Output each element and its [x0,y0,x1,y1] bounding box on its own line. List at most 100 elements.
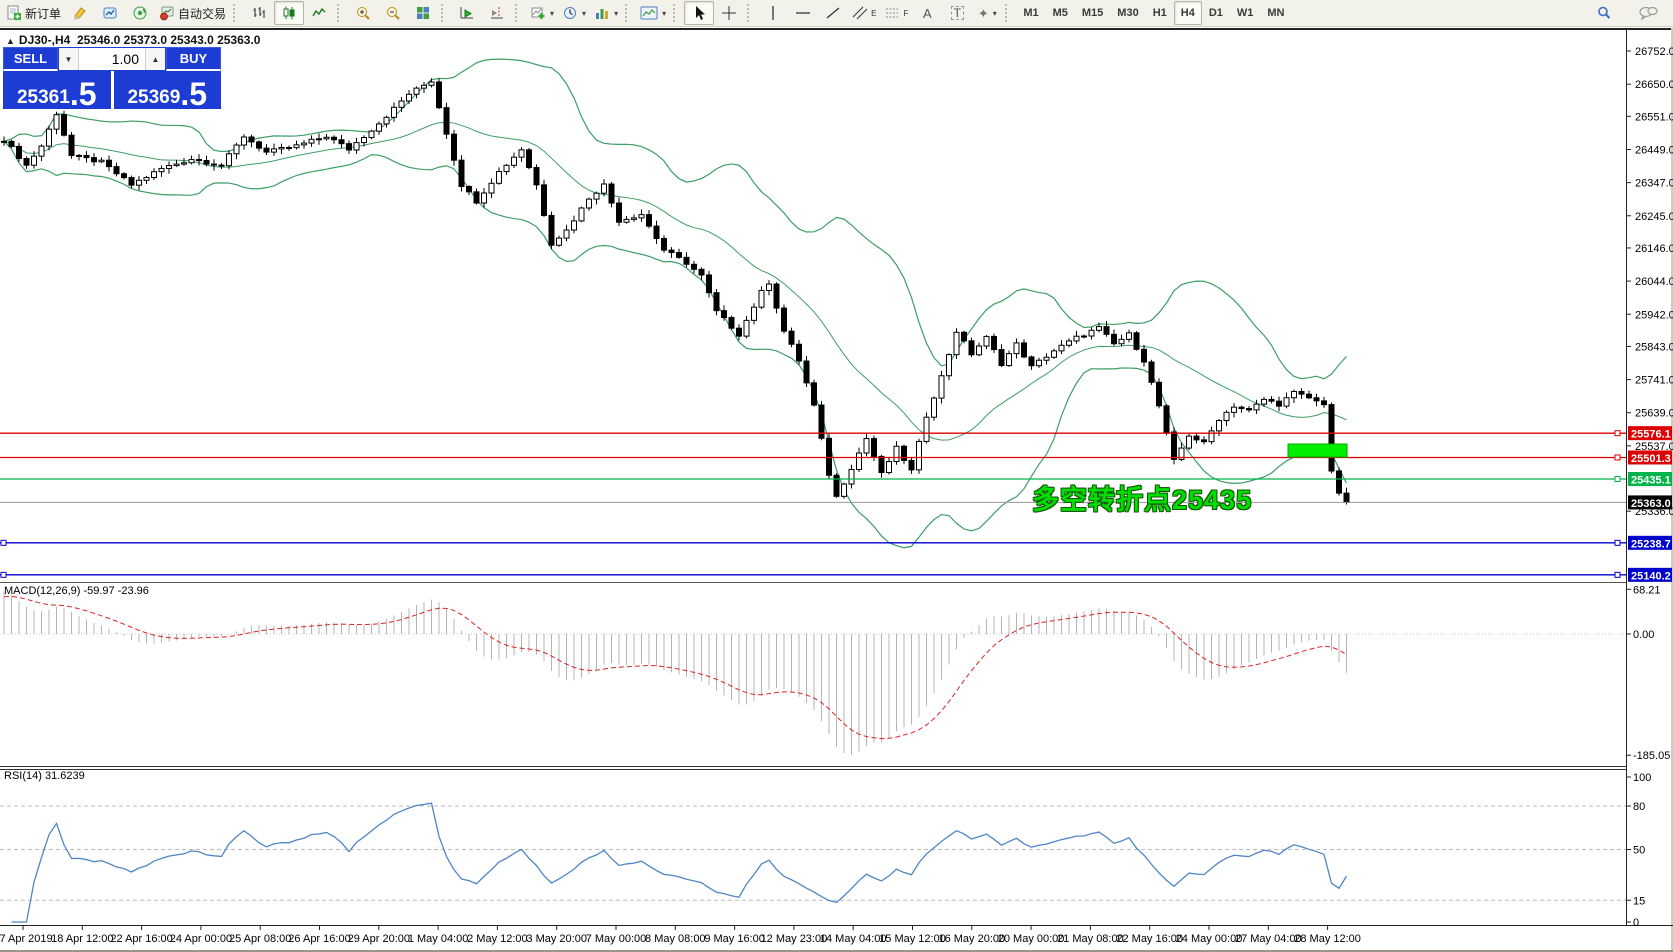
candle-body [443,107,450,135]
toolbar-separator [625,4,633,22]
strategy-tester-button[interactable] [95,1,125,25]
candle-body [8,140,15,147]
candle-body [1021,342,1027,358]
candle-body [608,183,615,204]
macd-signal-line [3,595,1347,740]
candle-body [16,145,22,159]
hline-25576.1[interactable]: 25576.1 [0,426,1672,441]
candle-body [916,440,922,471]
chart-text-annotation[interactable]: 多空转折点25435 [1032,485,1253,515]
tile-windows-button[interactable] [408,1,438,25]
price-tick-label: 26146.0 [1635,243,1673,255]
candle-body [841,483,847,497]
buy-price-display[interactable]: 25369.5 [113,71,221,110]
auto-trading-button[interactable]: 自动交易 [155,1,230,25]
auto-scroll-button[interactable] [452,1,482,25]
indicators-icon [531,7,545,19]
zoom-out-button[interactable] [378,1,408,25]
candle-body [376,123,382,132]
chart-shift-button[interactable] [482,1,512,25]
candle-body [226,153,232,167]
timeframe-button-h1[interactable]: H1 [1152,7,1167,19]
candle-body [293,144,300,149]
vertical-line-button[interactable] [758,1,788,25]
templates-button[interactable]: ▾ [590,1,622,25]
time-tick-label: 16 May 20:00 [938,933,1005,945]
timeframe-button-m1[interactable]: M1 [1023,7,1039,19]
dropdown-arrow-icon: ▾ [582,8,587,18]
signals-button[interactable] [125,1,155,25]
candle-body [301,142,307,146]
timeframe-button-m5[interactable]: M5 [1052,7,1068,19]
timeframe-button-mn[interactable]: MN [1267,7,1285,19]
cursor-icon [696,6,706,20]
sell-button[interactable]: SELL [3,47,58,71]
fibonacci-button[interactable]: F [880,1,912,25]
volume-increase-button[interactable]: ▲ [146,48,165,70]
hline-25435.1[interactable]: 25435.1 [0,471,1672,487]
timeframe-button-m30[interactable]: M30 [1117,7,1139,19]
candle-body [1186,435,1192,449]
search-button[interactable] [1589,1,1619,25]
candle-body [436,81,442,109]
hline-25501.3[interactable]: 25501.3 [0,450,1672,465]
candle-body [353,142,360,151]
highlight-rectangle-object[interactable] [1287,443,1348,458]
price-axis[interactable]: 26752.0 26650.0 26551.0 26449.0 26347.0 26245… [1626,46,1673,518]
timeframe-button-m15[interactable]: M15 [1081,7,1104,19]
volume-decrease-button[interactable]: ▼ [59,48,78,70]
crosshair-button[interactable] [714,1,744,25]
zoom-in-button[interactable] [348,1,378,25]
new-order-icon [7,5,21,20]
price-tick-label: 25843.0 [1635,341,1673,353]
profiles-button[interactable]: ▾ [636,1,670,25]
hline-25363.0[interactable]: 25363.0 [0,495,1672,510]
trendline-button[interactable] [818,1,848,25]
rsi-line [11,802,1348,923]
cursor-button[interactable] [684,1,715,25]
candle-body [323,136,330,140]
candle-body [1216,420,1222,432]
candle-body [968,340,975,356]
volume-input[interactable]: 1.00 [78,48,146,70]
text-button[interactable]: A [912,1,942,25]
line-chart-button[interactable] [304,1,334,25]
horizontal-line-button[interactable] [788,1,818,25]
highlighter-icon [74,7,86,20]
highlighter-button[interactable] [65,1,95,25]
candle-body [766,283,772,291]
bar-chart-button[interactable] [244,1,274,25]
new-order-button[interactable]: 新订单 [2,1,65,25]
chat-button[interactable] [1633,1,1663,25]
candle-body [466,186,472,193]
indicators-button[interactable]: ▾ [526,1,558,25]
candle-body [263,147,270,153]
collapse-panel-icon[interactable]: ▲ [6,36,15,46]
timeframe-button-w1[interactable]: W1 [1236,7,1254,19]
candle-body [953,331,960,356]
hline-anchor-marker [1614,571,1621,578]
text-label-button[interactable]: T [942,1,972,25]
candle-body [668,249,675,254]
sell-price-display[interactable]: 25361.5 [3,71,111,110]
timeframe-button-d1[interactable]: D1 [1208,7,1223,19]
price-tick-label: 26044.0 [1635,276,1673,288]
arrows-button[interactable]: ✦ ▾ [972,1,1002,25]
candlestick-chart-button[interactable] [274,1,305,25]
hline-25238.7[interactable]: 25238.7 [0,535,1672,551]
buy-button[interactable]: BUY [166,47,221,71]
candle-body [773,283,780,309]
equidistant-channel-button[interactable]: E [848,1,880,25]
timeframe-button-h4[interactable]: H4 [1173,1,1202,25]
crosshair-icon [722,6,737,20]
hline-price-label: 25501.3 [1631,453,1671,465]
dropdown-arrow-icon: ▾ [662,8,667,18]
hline-25140.2[interactable]: 25140.2 [0,567,1672,583]
candle-body [1028,356,1035,367]
periods-button[interactable]: ▾ [558,1,590,25]
chat-icon [1639,6,1658,21]
candle-body [811,382,817,406]
time-tick-label: 24 May 00:00 [1176,933,1243,945]
